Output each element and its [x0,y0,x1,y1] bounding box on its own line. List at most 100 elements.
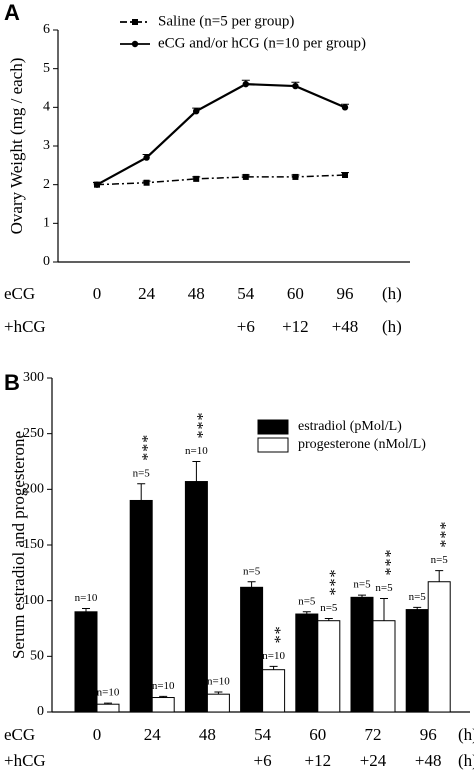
bar [427,581,451,713]
n-label: n=5 [409,591,427,603]
n-label: n=5 [431,554,449,566]
y-tick-label: 250 [23,426,44,441]
y-tick-label: 100 [23,593,44,608]
bar [262,669,286,713]
bar [151,697,175,713]
y-tick-label: 1 [43,216,50,231]
point [242,80,249,88]
x-tick-label: 54 [237,284,255,303]
y-tick-label: 0 [43,254,50,269]
y-tick-label: 5 [43,61,50,76]
bar [240,586,264,713]
x2-tick-label: +48 [415,751,442,770]
x2-tick-label: +12 [305,751,332,770]
error-bar [137,483,146,501]
panel-label: A [4,0,20,25]
n-label: n=5 [243,565,261,577]
n-label: n=10 [207,675,230,687]
error-bar [435,570,444,582]
bar [350,596,374,713]
legend-marker [131,40,139,48]
point [193,108,200,115]
n-label: n=5 [320,602,338,614]
point [143,154,150,161]
y-tick-label: 50 [30,649,44,664]
n-label: n=5 [375,582,393,594]
x2-tick-label: +48 [332,317,359,336]
error-bar [192,461,201,482]
error-bar [104,702,112,705]
x-tick-label: 96 [337,284,354,303]
x2-tick-label: +12 [282,317,309,336]
y-axis-label: Ovary Weight (mg / each) [7,58,26,235]
y-tick-label: 6 [43,22,50,37]
x-row-label: eCG [4,725,35,744]
n-label: n=5 [298,595,316,607]
significance: *** [376,549,393,576]
bar [206,693,230,713]
error-bar [214,691,223,695]
legend-label: Saline (n=5 per group) [158,13,294,29]
n-label: n=10 [97,687,120,699]
x-tick-label: 60 [309,725,326,744]
error-bar [358,594,366,598]
x-tick-label: 0 [93,725,102,744]
error-bar [380,597,388,621]
point [143,179,150,186]
bar [372,620,396,713]
y-tick-label: 4 [43,100,50,115]
legend-marker [132,19,138,25]
significance: *** [321,569,338,596]
legend-swatch [257,437,289,453]
x2-tick-label: +24 [360,751,387,770]
y-axis-label: Serum estradiol and progesterone [9,431,28,659]
error-bar [302,611,311,615]
x-row-label: eCG [4,284,35,303]
x-tick-label: 54 [254,725,272,744]
panel-label: B [4,370,20,395]
y-tick-label: 200 [23,482,44,497]
error-bar [324,617,333,621]
legend-swatch [257,419,289,435]
point [292,173,299,180]
x-tick-label: 96 [420,725,437,744]
error-bar [269,665,278,670]
y-tick-label: 150 [23,537,44,552]
legend-label: eCG and/or hCG (n=10 per group) [158,35,366,51]
x2-row-label: +hCG [4,317,46,336]
x-unit: (h) [382,284,402,303]
n-label: n=10 [152,680,175,692]
x2-tick-label: +6 [254,751,272,770]
n-label: n=10 [185,445,208,457]
bar [405,609,429,713]
y-tick-label: 3 [43,138,50,153]
point [193,175,200,182]
n-label: n=10 [75,592,98,604]
x-tick-label: 24 [138,284,156,303]
significance: *** [432,522,449,549]
bar [74,611,98,713]
x2-tick-label: +6 [237,317,255,336]
y-tick-label: 2 [43,177,50,192]
x-tick-label: 60 [287,284,304,303]
legend-label: estradiol (pMol/L) [298,419,402,434]
significance: *** [189,413,206,440]
point [341,104,349,111]
bar [317,620,341,713]
bar [129,499,153,713]
x2-unit: (h) [458,751,474,770]
point [93,181,101,188]
legend-label: progesterone (nMol/L) [298,437,426,452]
x2-row-label: +hCG [4,751,46,770]
bar [295,613,319,713]
series-line [96,83,346,186]
point [242,173,249,180]
point [342,172,348,178]
x-tick-label: 0 [93,284,102,303]
n-label: n=5 [353,579,371,591]
y-tick-label: 0 [37,704,44,719]
x-tick-label: 24 [144,725,162,744]
significance: ** [266,626,283,644]
bar [184,481,208,713]
